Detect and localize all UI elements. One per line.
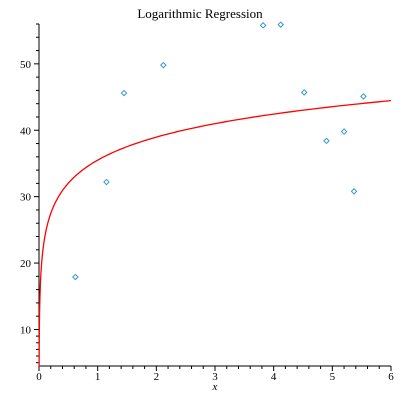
x-axis-label: x <box>212 381 218 393</box>
data-point <box>259 22 267 29</box>
x-tick-label: 1 <box>95 371 101 383</box>
x-tick-label: 6 <box>388 371 394 383</box>
data-point <box>120 89 128 97</box>
y-tick-label: 10 <box>20 324 32 336</box>
x-tick-label: 3 <box>212 371 218 383</box>
data-point <box>160 61 167 69</box>
y-tick-label: 20 <box>20 258 32 270</box>
data-point <box>300 89 308 96</box>
y-tick-label: 30 <box>20 192 32 204</box>
y-tick-label: 50 <box>20 59 32 71</box>
data-point <box>340 128 348 135</box>
data-point <box>277 21 285 28</box>
y-tick-label: 40 <box>20 125 32 137</box>
x-tick-label: 4 <box>271 371 277 383</box>
data-point <box>103 178 110 186</box>
data-point <box>350 188 358 195</box>
data-point <box>360 93 367 100</box>
x-tick-label: 2 <box>154 371 160 383</box>
data-point <box>323 137 330 145</box>
data-point <box>72 273 79 281</box>
regression-curve <box>38 99 392 367</box>
x-tick-label: 5 <box>330 371 336 383</box>
x-tick-label: 0 <box>36 371 42 383</box>
chart-title: Logarithmic Regression <box>137 6 263 21</box>
